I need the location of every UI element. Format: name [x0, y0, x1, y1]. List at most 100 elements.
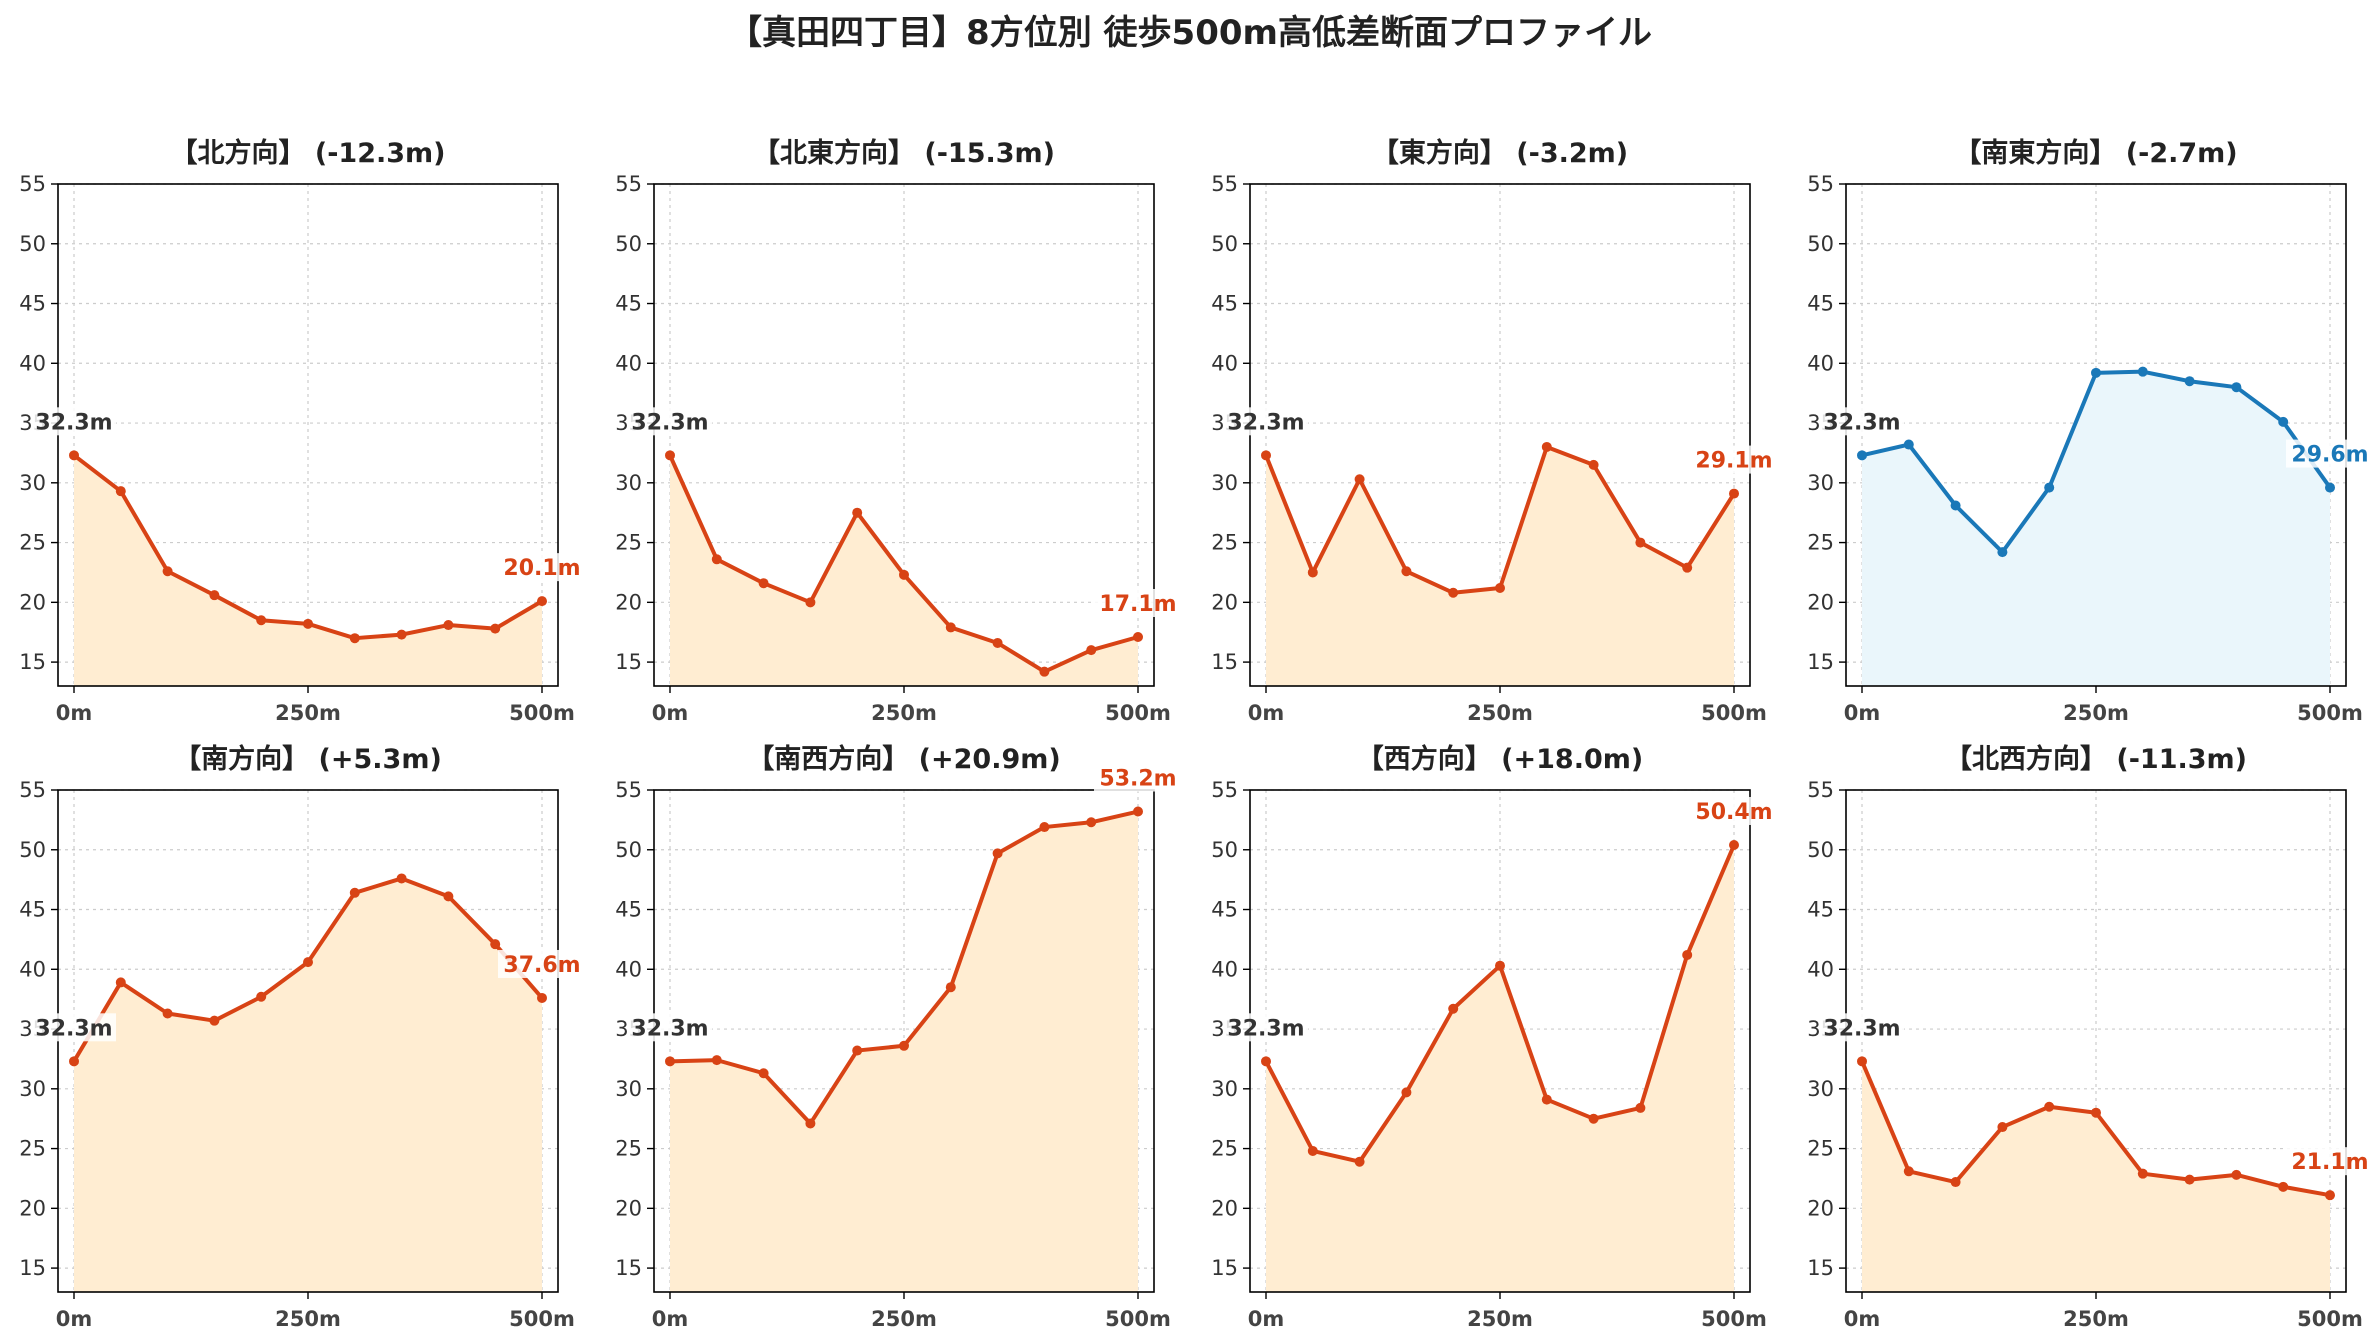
panel-1: 【北方向】 (-12.3m)1520253035404550550m250m50… — [19, 137, 586, 725]
data-point — [162, 566, 173, 577]
y-tick-label: 50 — [1211, 838, 1238, 862]
x-tick-label: 250m — [1467, 701, 1533, 725]
start-elevation-label: 32.3m — [631, 410, 708, 435]
data-point — [2137, 1168, 2148, 1179]
data-point — [1133, 806, 1143, 817]
data-point — [1635, 1102, 1646, 1113]
panel-title: 【東方向】 (-3.2m) — [1372, 137, 1628, 169]
panel-title: 【南東方向】 (-2.7m) — [1954, 137, 2237, 169]
data-point — [1401, 566, 1412, 577]
data-point — [2184, 1174, 2195, 1185]
data-point — [1354, 474, 1365, 485]
x-tick-label: 250m — [871, 701, 937, 725]
data-point — [992, 848, 1003, 859]
end-elevation-label: 29.1m — [1695, 449, 1772, 474]
y-tick-label: 30 — [1807, 471, 1834, 495]
y-tick-label: 55 — [1211, 172, 1238, 196]
data-point — [1039, 822, 1050, 833]
data-point — [537, 596, 547, 607]
data-point — [1635, 537, 1646, 548]
start-label-bg — [32, 1013, 116, 1042]
data-point — [1086, 817, 1097, 828]
data-point — [805, 1118, 816, 1129]
data-point — [1682, 562, 1693, 573]
data-point — [1307, 1145, 1318, 1156]
panel-5: 【南方向】 (+5.3m)1520253035404550550m250m500… — [19, 743, 586, 1331]
y-tick-label: 45 — [1211, 898, 1238, 922]
data-point — [1729, 839, 1739, 850]
panel-title: 【南方向】 (+5.3m) — [174, 743, 442, 775]
data-point — [758, 578, 769, 589]
data-point — [1039, 666, 1050, 677]
x-tick-label: 250m — [275, 1307, 341, 1331]
start-elevation-label: 32.3m — [1227, 1016, 1304, 1041]
y-tick-label: 40 — [1807, 957, 1834, 981]
data-point — [2137, 366, 2148, 377]
area-fill — [74, 878, 542, 1292]
y-tick-label: 40 — [1211, 351, 1238, 375]
area-fill — [1862, 1061, 2330, 1292]
data-point — [945, 982, 956, 993]
start-label-bg — [1224, 407, 1308, 436]
data-point — [396, 873, 407, 884]
data-point — [1261, 1056, 1271, 1067]
start-label-bg — [1820, 407, 1904, 436]
y-tick-label: 15 — [615, 1256, 642, 1280]
start-label-bg — [32, 407, 116, 436]
x-tick-label: 500m — [509, 1307, 575, 1331]
panel-3: 【東方向】 (-3.2m)1520253035404550550m250m500… — [1211, 137, 1778, 725]
data-point — [490, 939, 501, 950]
data-point — [349, 887, 360, 898]
start-label-bg — [1224, 1013, 1308, 1042]
y-tick-label: 50 — [19, 838, 46, 862]
data-point — [1086, 645, 1097, 656]
x-tick-label: 500m — [1701, 701, 1767, 725]
y-tick-label: 30 — [1807, 1077, 1834, 1101]
data-point — [256, 615, 267, 626]
y-tick-label: 50 — [615, 232, 642, 256]
data-point — [443, 620, 454, 631]
data-point — [945, 622, 956, 633]
data-point — [1588, 459, 1599, 470]
x-tick-label: 0m — [1248, 1307, 1285, 1331]
y-tick-label: 50 — [1807, 838, 1834, 862]
data-point — [1133, 631, 1143, 642]
end-elevation-label: 29.6m — [2291, 443, 2368, 468]
end-elevation-label: 21.1m — [2291, 1150, 2368, 1175]
y-tick-label: 30 — [615, 1077, 642, 1101]
x-tick-label: 250m — [871, 1307, 937, 1331]
data-point — [69, 450, 79, 461]
data-point — [396, 629, 407, 640]
y-tick-label: 20 — [1807, 1196, 1834, 1220]
data-point — [2044, 1101, 2055, 1112]
data-point — [1448, 1003, 1459, 1014]
panel-6: 【南西方向】 (+20.9m)1520253035404550550m250m5… — [615, 743, 1182, 1331]
panel-7: 【西方向】 (+18.0m)1520253035404550550m250m50… — [1211, 743, 1778, 1331]
area-fill — [1266, 844, 1734, 1292]
panel-title: 【西方向】 (+18.0m) — [1357, 743, 1643, 775]
y-tick-label: 50 — [1211, 232, 1238, 256]
y-tick-label: 55 — [1807, 172, 1834, 196]
end-elevation-label: 53.2m — [1099, 767, 1176, 792]
area-fill — [670, 455, 1138, 686]
data-point — [1541, 1094, 1552, 1105]
y-tick-label: 45 — [1807, 292, 1834, 316]
data-point — [805, 597, 816, 608]
y-tick-label: 40 — [1211, 957, 1238, 981]
data-point — [490, 623, 501, 634]
x-tick-label: 500m — [2297, 1307, 2363, 1331]
y-tick-label: 55 — [19, 778, 46, 802]
y-tick-label: 30 — [19, 471, 46, 495]
data-point — [1903, 1166, 1914, 1177]
data-point — [1950, 1177, 1961, 1188]
data-point — [2325, 1190, 2335, 1201]
x-tick-label: 250m — [2063, 701, 2129, 725]
y-tick-label: 45 — [1211, 292, 1238, 316]
y-tick-label: 55 — [1807, 778, 1834, 802]
data-point — [256, 991, 267, 1002]
y-tick-label: 40 — [19, 957, 46, 981]
data-point — [1729, 488, 1739, 499]
data-point — [899, 569, 909, 580]
data-point — [1997, 1122, 2008, 1133]
